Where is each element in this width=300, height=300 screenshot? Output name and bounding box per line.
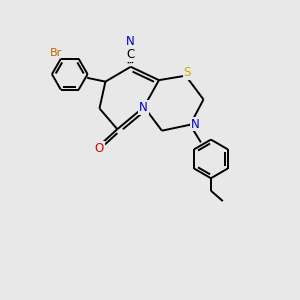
Text: N: N [126,35,134,48]
Text: N: N [191,118,200,130]
Text: Br: Br [50,47,62,58]
Text: C: C [126,48,134,61]
Text: S: S [184,66,191,79]
Text: N: N [139,101,148,114]
Text: O: O [95,142,104,155]
